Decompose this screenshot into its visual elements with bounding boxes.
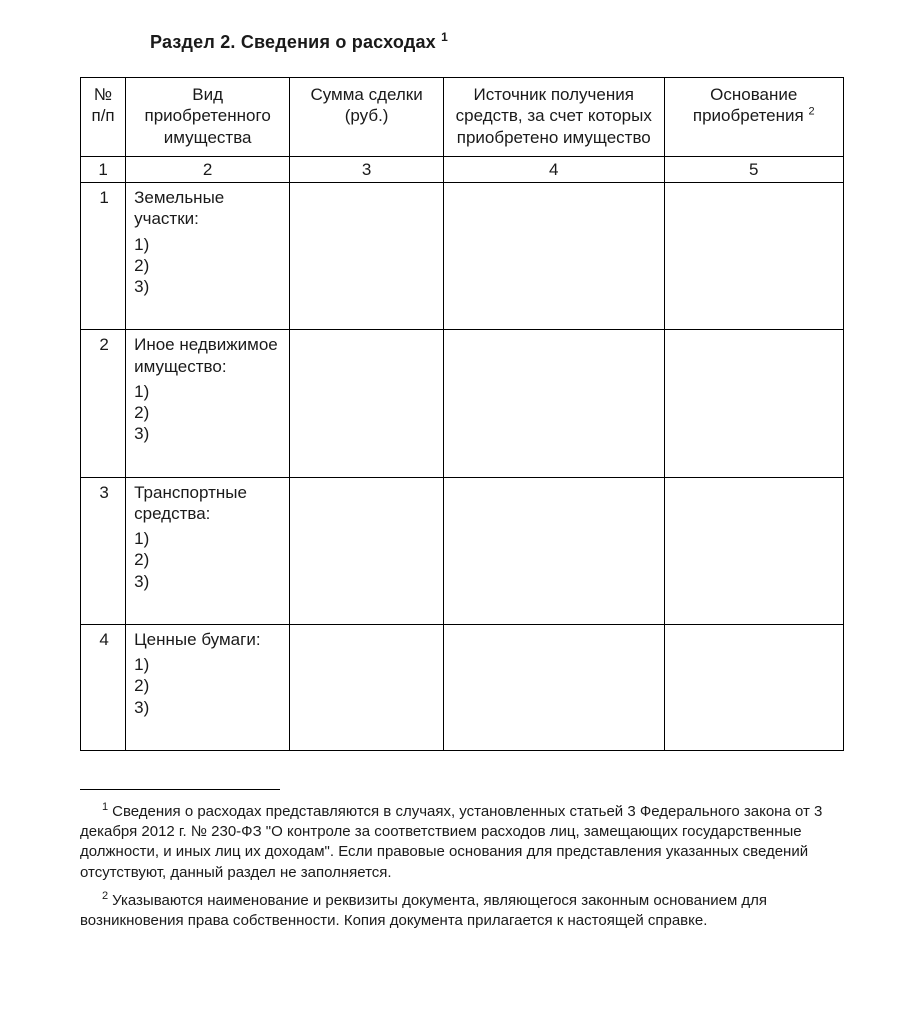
col-header-kind: Вид приобретенного имущества — [126, 78, 290, 157]
row-kind-lines: 1) 2) 3) — [134, 381, 283, 445]
table-row: 3 Транспортные средства: 1) 2) 3) — [81, 477, 844, 624]
colnum-2: 2 — [126, 156, 290, 182]
row-kind: Ценные бумаги: 1) 2) 3) — [126, 624, 290, 750]
footnote-2-text: Указываются наименование и реквизиты док… — [80, 892, 767, 929]
row-kind-line: 1) — [134, 234, 283, 255]
row-basis — [664, 183, 844, 330]
row-kind: Иное недвижимое имущество: 1) 2) 3) — [126, 330, 290, 477]
row-kind-line: 1) — [134, 528, 283, 549]
expenses-table: № п/п Вид приобретенного имущества Сумма… — [80, 77, 844, 751]
row-kind-line: 3) — [134, 571, 283, 592]
row-source — [444, 183, 664, 330]
col-header-sum: Сумма сделки (руб.) — [290, 78, 444, 157]
row-kind-label: Транспортные средства: — [134, 482, 283, 525]
cell-padding — [134, 592, 283, 620]
row-sum — [290, 624, 444, 750]
col-header-npp: № п/п — [81, 78, 126, 157]
footnote-2: 2Указываются наименование и реквизиты до… — [80, 889, 844, 932]
colnum-3: 3 — [290, 156, 444, 182]
row-num: 4 — [81, 624, 126, 750]
row-kind-line: 2) — [134, 675, 283, 696]
row-kind-lines: 1) 2) 3) — [134, 654, 283, 718]
row-num: 2 — [81, 330, 126, 477]
row-num: 1 — [81, 183, 126, 330]
row-sum — [290, 330, 444, 477]
row-source — [444, 330, 664, 477]
row-source — [444, 624, 664, 750]
colnum-4: 4 — [444, 156, 664, 182]
row-kind-lines: 1) 2) 3) — [134, 528, 283, 592]
row-kind-line: 1) — [134, 654, 283, 675]
footnote-1-sup: 1 — [102, 801, 108, 813]
col-header-basis: Основание приобретения 2 — [664, 78, 844, 157]
row-kind: Транспортные средства: 1) 2) 3) — [126, 477, 290, 624]
cell-padding — [134, 718, 283, 746]
colnum-5: 5 — [664, 156, 844, 182]
cell-padding — [134, 297, 283, 325]
row-kind-line: 1) — [134, 381, 283, 402]
table-row: 4 Ценные бумаги: 1) 2) 3) — [81, 624, 844, 750]
row-basis — [664, 330, 844, 477]
row-kind-label: Земельные участки: — [134, 187, 283, 230]
row-kind-line: 3) — [134, 697, 283, 718]
row-source — [444, 477, 664, 624]
table-row: 1 Земельные участки: 1) 2) 3) — [81, 183, 844, 330]
row-kind-line: 2) — [134, 255, 283, 276]
row-sum — [290, 183, 444, 330]
section-title-sup: 1 — [441, 30, 448, 44]
footnotes: 1Сведения о расходах представляются в сл… — [80, 800, 844, 932]
table-row: 2 Иное недвижимое имущество: 1) 2) 3) — [81, 330, 844, 477]
footnote-1-text: Сведения о расходах представляются в слу… — [80, 803, 822, 881]
row-kind-line: 2) — [134, 549, 283, 570]
row-kind-label: Ценные бумаги: — [134, 629, 283, 650]
colnum-1: 1 — [81, 156, 126, 182]
col-header-basis-text: Основание приобретения — [693, 85, 804, 125]
row-kind-line: 3) — [134, 276, 283, 297]
row-kind: Земельные участки: 1) 2) 3) — [126, 183, 290, 330]
row-basis — [664, 624, 844, 750]
row-kind-label: Иное недвижимое имущество: — [134, 334, 283, 377]
row-kind-line: 3) — [134, 423, 283, 444]
row-kind-line: 2) — [134, 402, 283, 423]
row-sum — [290, 477, 444, 624]
document-page: Раздел 2. Сведения о расходах 1 № п/п Ви… — [0, 0, 914, 1024]
column-number-row: 1 2 3 4 5 — [81, 156, 844, 182]
footnote-divider — [80, 789, 280, 790]
section-title: Раздел 2. Сведения о расходах 1 — [150, 30, 844, 53]
row-kind-lines: 1) 2) 3) — [134, 234, 283, 298]
col-header-source: Источник получения средств, за счет кото… — [444, 78, 664, 157]
cell-padding — [134, 445, 283, 473]
row-num: 3 — [81, 477, 126, 624]
section-title-text: Раздел 2. Сведения о расходах — [150, 32, 436, 52]
footnote-2-sup: 2 — [102, 890, 108, 902]
col-header-basis-sup: 2 — [808, 106, 814, 118]
table-header-row: № п/п Вид приобретенного имущества Сумма… — [81, 78, 844, 157]
footnote-1: 1Сведения о расходах представляются в сл… — [80, 800, 844, 883]
row-basis — [664, 477, 844, 624]
